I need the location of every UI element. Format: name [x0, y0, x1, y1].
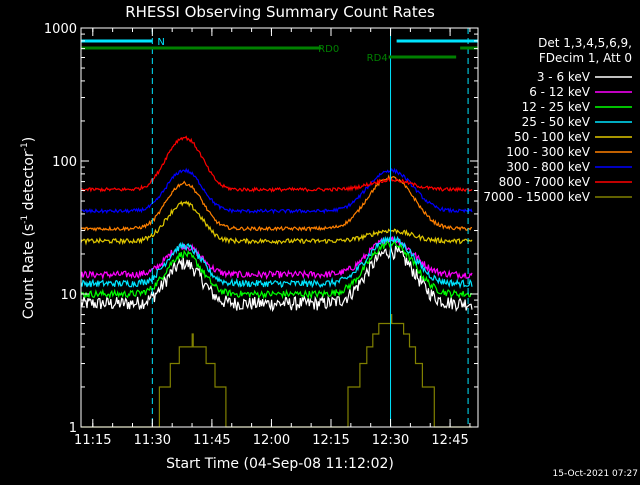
x-tick-label-1: 11:30	[134, 433, 171, 448]
plot-frame	[80, 27, 479, 428]
series-line-2	[80, 239, 473, 300]
series-line-7	[80, 135, 473, 193]
x-axis-label: Start Time (04-Sep-08 11:12:02)	[166, 456, 394, 472]
legend-label-3: 25 - 50 keV	[522, 115, 591, 129]
x-tick-label-3: 12:00	[253, 433, 290, 448]
y-tick-label-3: 1000	[44, 22, 77, 37]
legend-label-2: 12 - 25 keV	[522, 100, 591, 114]
series-line-5	[80, 174, 473, 233]
legend-label-5: 100 - 300 keV	[506, 145, 590, 159]
legend-label-8: 7000 - 15000 keV	[483, 190, 590, 204]
legend-header-line-2: FDecim 1, Att 0	[539, 51, 632, 65]
chart-title: RHESSI Observing Summary Count Rates	[125, 3, 435, 21]
x-tick-label-6: 12:45	[431, 433, 468, 448]
axes-layer: 1 10 100 1000 11:15 11:30 11:45 12:00 12:15 12:30…	[44, 22, 479, 448]
x-tick-label-0: 11:15	[74, 433, 111, 448]
y-tick-label-0: 1	[69, 421, 77, 436]
x-tick-label-2: 11:45	[193, 433, 230, 448]
legend-label-4: 50 - 100 keV	[514, 130, 591, 144]
segment-label-RD4: RD4	[367, 53, 388, 64]
legend-label-7: 800 - 7000 keV	[499, 175, 591, 189]
segment-label-N: N	[157, 37, 164, 48]
y-tick-label-2: 100	[52, 155, 77, 170]
legend-label-0: 3 - 6 keV	[537, 70, 591, 84]
series-line-3	[80, 235, 473, 290]
timestamp: 15-Oct-2021 07:27	[553, 469, 638, 479]
legend-label-1: 6 - 12 keV	[529, 85, 591, 99]
segment-label-RD0: RD0	[318, 44, 339, 55]
y-tick-label-1: 10	[60, 288, 77, 303]
x-tick-label-5: 12:30	[372, 433, 409, 448]
series-line-0	[80, 245, 473, 313]
series-line-6	[80, 167, 473, 215]
series-line-1	[80, 236, 473, 281]
legend-header-line-1: Det 1,3,4,5,6,9,	[538, 36, 632, 50]
x-tick-label-4: 12:15	[312, 433, 349, 448]
y-axis-label: Count Rate (s-1 detector-1)	[20, 137, 37, 319]
series-line-4	[80, 200, 473, 246]
legend-label-6: 300 - 800 keV	[506, 160, 590, 174]
overlay-layer: N RD0 RD4	[81, 28, 478, 427]
